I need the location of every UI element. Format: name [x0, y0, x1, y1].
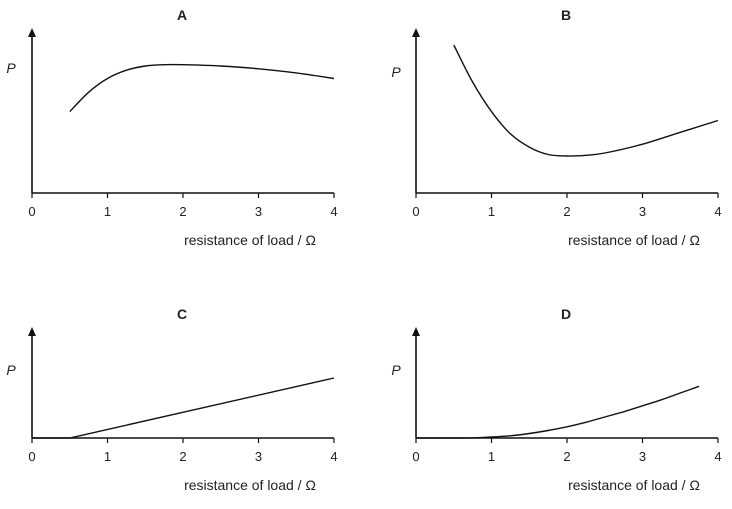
x-tick-label: 1 [104, 449, 111, 464]
x-tick-label: 2 [563, 204, 570, 219]
x-tick-label: 3 [639, 449, 646, 464]
x-tick-label: 2 [563, 449, 570, 464]
x-axis-label: resistance of load / Ω [568, 477, 700, 493]
x-tick-label: 4 [714, 449, 721, 464]
x-tick-label: 4 [330, 204, 337, 219]
x-tick-label: 1 [488, 449, 495, 464]
panel-title: C [177, 306, 187, 322]
panel-title: B [561, 7, 571, 23]
x-tick-label: 3 [639, 204, 646, 219]
x-tick-label: 4 [330, 449, 337, 464]
x-tick-label: 0 [28, 449, 35, 464]
x-tick-label: 0 [412, 204, 419, 219]
x-axis-label: resistance of load / Ω [568, 232, 700, 248]
series-line [32, 377, 335, 439]
x-tick-label: 4 [714, 204, 721, 219]
x-tick-label: 1 [104, 204, 111, 219]
x-tick-label: 3 [255, 204, 262, 219]
x-tick-label: 3 [255, 449, 262, 464]
x-axis-label: resistance of load / Ω [184, 232, 316, 248]
y-axis-label: P [391, 64, 401, 80]
x-tick-label: 0 [28, 204, 35, 219]
y-axis-arrow-icon [412, 327, 420, 336]
y-axis-arrow-icon [28, 327, 36, 336]
x-tick-label: 2 [179, 204, 186, 219]
panel-title: A [177, 7, 187, 23]
x-tick-label: 2 [179, 449, 186, 464]
y-axis-arrow-icon [412, 28, 420, 37]
x-tick-label: 0 [412, 449, 419, 464]
y-axis-arrow-icon [28, 28, 36, 37]
series-line [453, 44, 719, 157]
series-line [415, 385, 700, 439]
y-axis-label: P [6, 60, 16, 76]
x-axis-label: resistance of load / Ω [184, 477, 316, 493]
x-tick-label: 1 [488, 204, 495, 219]
panel-title: D [561, 306, 571, 322]
series-line [69, 63, 335, 113]
y-axis-label: P [6, 362, 16, 378]
y-axis-label: P [391, 362, 401, 378]
